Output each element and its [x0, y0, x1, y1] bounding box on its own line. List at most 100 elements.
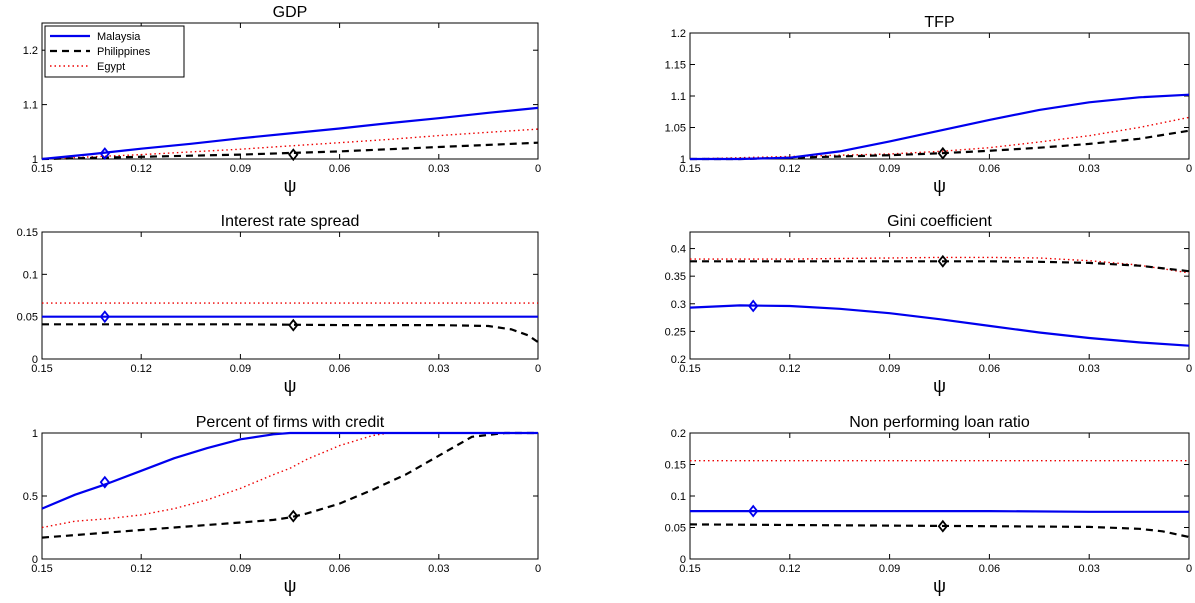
legend-label: Egypt — [97, 61, 125, 73]
series-line-malaysia — [690, 510, 1189, 513]
chart-title: TFP — [924, 14, 954, 31]
diamond-marker-malaysia — [748, 504, 759, 518]
plot-frame — [689, 231, 1190, 360]
plot-frame — [41, 22, 539, 160]
y-tick-label: 0.1 — [671, 491, 686, 503]
diamond-marker-philippines — [288, 318, 299, 332]
x-tick-label: 0.12 — [779, 163, 800, 175]
x-tick-label: 0.15 — [679, 363, 700, 375]
y-tick-label: 0.3 — [671, 299, 686, 311]
y-tick-label: 1 — [680, 154, 686, 166]
x-axis-label: ψ — [284, 176, 297, 196]
x-tick-label: 0.15 — [679, 163, 700, 175]
x-axis-label: ψ — [284, 376, 297, 396]
x-tick-label: 0.15 — [31, 563, 52, 575]
panel-2: TFP 0.15 0.12 0.09 0.06 0.03 0 1 1.05 1.1 1.15 1.2 ψ — [665, 14, 1192, 196]
y-tick-label: 0 — [680, 554, 686, 566]
y-tick-label: 1.2 — [671, 28, 686, 40]
panel-3: Interest rate spread 0.15 0.12 0.09 0.06 0.03… — [17, 213, 541, 396]
x-tick-label: 0.09 — [879, 363, 900, 375]
x-tick-label: 0.06 — [979, 363, 1000, 375]
x-tick-label: 0.09 — [879, 563, 900, 575]
series-line-malaysia — [41, 431, 538, 510]
x-tick-label: 0.06 — [979, 563, 1000, 575]
y-tick-label: 0.25 — [665, 326, 686, 338]
x-tick-label: 0.06 — [329, 363, 350, 375]
y-tick-label: 0.05 — [665, 523, 686, 535]
series-line-egypt — [41, 128, 539, 160]
x-tick-label: 0.03 — [1078, 163, 1099, 175]
legend: Malaysia Philippines Egypt — [44, 25, 185, 78]
x-tick-label: 0.06 — [979, 163, 1000, 175]
diamond-marker-malaysia — [748, 299, 759, 313]
chart-title: Gini coefficient — [887, 213, 992, 230]
x-axis-label: ψ — [284, 576, 297, 596]
x-tick-label: 0.09 — [879, 163, 900, 175]
x-tick-label: 0.06 — [329, 563, 350, 575]
series-line-malaysia — [41, 106, 539, 161]
series-line-philippines — [689, 523, 1190, 539]
x-tick-label: 0.12 — [779, 563, 800, 575]
panel-6: Non performing loan ratio 0.15 0.12 0.09 0.0… — [665, 414, 1192, 596]
x-tick-label: 0 — [535, 363, 541, 375]
x-tick-label: 0.15 — [31, 363, 52, 375]
panel-4: Gini coefficient 0.15 0.12 0.09 0.06 0.03 0 0.2… — [665, 213, 1192, 396]
series-line-malaysia — [689, 304, 1190, 347]
diamond-marker-malaysia — [99, 475, 110, 489]
series-line-philippines — [41, 431, 538, 539]
diamond-marker-philippines — [288, 509, 299, 523]
legend-label: Philippines — [97, 46, 151, 58]
chart-title: Interest rate spread — [221, 213, 360, 230]
x-axis-label: ψ — [933, 376, 946, 396]
x-tick-label: 0 — [1186, 163, 1192, 175]
diamond-marker-philippines — [288, 148, 299, 162]
x-tick-label: 0.03 — [1078, 563, 1099, 575]
series-line-philippines — [41, 141, 539, 161]
y-tick-label: 0.1 — [23, 269, 38, 281]
diamond-marker-philippines — [937, 146, 948, 160]
x-tick-label: 0.12 — [130, 563, 151, 575]
x-tick-label: 0.15 — [679, 563, 700, 575]
y-tick-label: 0.05 — [17, 312, 38, 324]
x-tick-label: 0.03 — [1078, 363, 1099, 375]
x-tick-label: 0 — [535, 163, 541, 175]
plot-frame — [41, 432, 539, 560]
y-tick-label: 0.15 — [17, 227, 38, 239]
x-tick-label: 0.06 — [329, 163, 350, 175]
panel-5: Percent of firms with credit 0.15 0.12 0.09… — [23, 414, 541, 596]
plot-frame — [41, 231, 539, 360]
y-tick-label: 0 — [32, 354, 38, 366]
x-tick-label: 0.09 — [230, 563, 251, 575]
y-tick-label: 0.2 — [671, 428, 686, 440]
chart-title: Percent of firms with credit — [196, 414, 385, 431]
diamond-marker-philippines — [937, 254, 948, 268]
x-tick-label: 0 — [535, 563, 541, 575]
series-line-philippines — [42, 323, 539, 344]
y-tick-label: 1.1 — [23, 100, 38, 112]
y-tick-label: 1.1 — [671, 91, 686, 103]
x-tick-label: 0 — [1186, 563, 1192, 575]
plot-frame — [689, 32, 1190, 160]
y-tick-label: 0 — [32, 554, 38, 566]
y-tick-label: 1.05 — [665, 123, 686, 135]
y-tick-label: 1 — [32, 428, 38, 440]
y-tick-label: 0.15 — [665, 460, 686, 472]
chart-title: Non performing loan ratio — [849, 414, 1030, 431]
x-tick-label: 0.12 — [130, 363, 151, 375]
x-axis-label: ψ — [933, 176, 946, 196]
x-tick-label: 0.12 — [779, 363, 800, 375]
y-tick-label: 0.2 — [671, 354, 686, 366]
x-tick-label: 0.03 — [428, 363, 449, 375]
x-tick-label: 0.15 — [31, 163, 52, 175]
legend-label: Malaysia — [97, 31, 141, 43]
y-tick-label: 0.35 — [665, 271, 686, 283]
x-tick-label: 0.09 — [230, 363, 251, 375]
panel-1: GDP 0.15 0.12 0.09 0.06 0.03 0 1 1.1 1.2 ψ Malaysia… — [23, 4, 541, 196]
x-tick-label: 0.03 — [428, 563, 449, 575]
diamond-marker-malaysia — [99, 147, 110, 161]
x-tick-label: 0.09 — [230, 163, 251, 175]
x-tick-label: 0.03 — [428, 163, 449, 175]
y-tick-label: 0.4 — [671, 244, 686, 256]
x-axis-label: ψ — [933, 576, 946, 596]
